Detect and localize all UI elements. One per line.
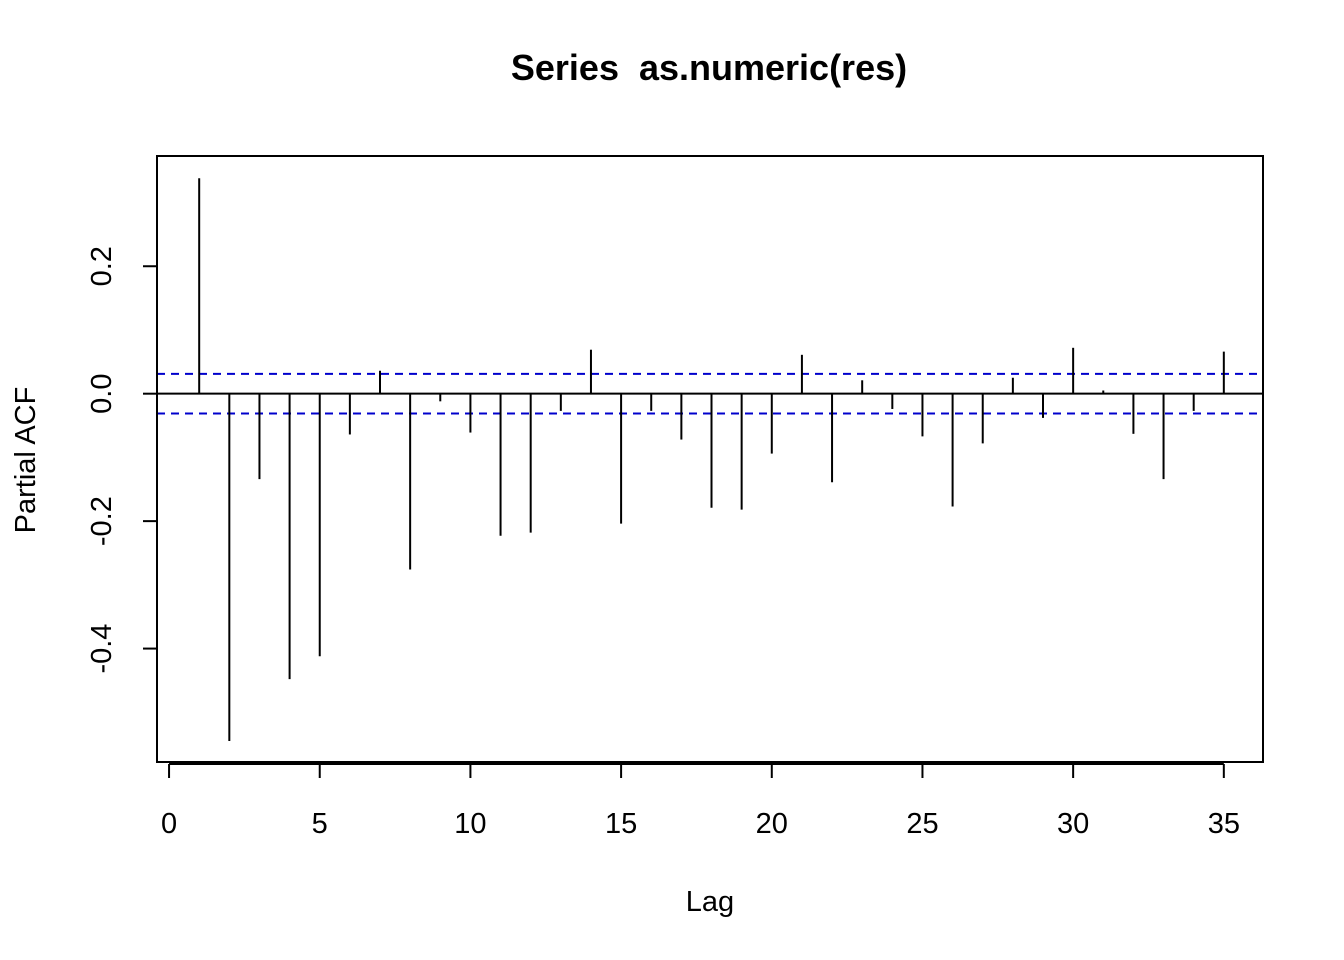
- x-tick-label: 10: [454, 808, 486, 840]
- y-tick-label: -0.4: [86, 624, 118, 674]
- y-tick-label: 0.2: [86, 246, 118, 286]
- x-tick-label: 25: [906, 808, 938, 840]
- confidence-bounds: [157, 372, 1263, 415]
- pacf-bars: [198, 178, 1225, 741]
- x-axis: 0 5 10 15 20 25 30 35: [161, 763, 1240, 840]
- y-axis: -0.4 -0.2 0.0 0.2: [86, 246, 158, 674]
- plot-frame: [156, 155, 1264, 763]
- x-tick-label: 30: [1057, 808, 1089, 840]
- x-tick-label: 35: [1208, 808, 1240, 840]
- x-tick-label: 20: [756, 808, 788, 840]
- x-tick-label: 15: [605, 808, 637, 840]
- y-tick-label: 0.0: [86, 374, 118, 414]
- x-tick-label: 5: [312, 808, 328, 840]
- x-axis-label: Lag: [686, 886, 734, 918]
- x-tick-label: 0: [161, 808, 177, 840]
- y-axis-label: Partial ACF: [10, 387, 42, 534]
- y-tick-label: -0.2: [86, 496, 118, 546]
- chart-title: Series as.numeric(res): [511, 47, 907, 88]
